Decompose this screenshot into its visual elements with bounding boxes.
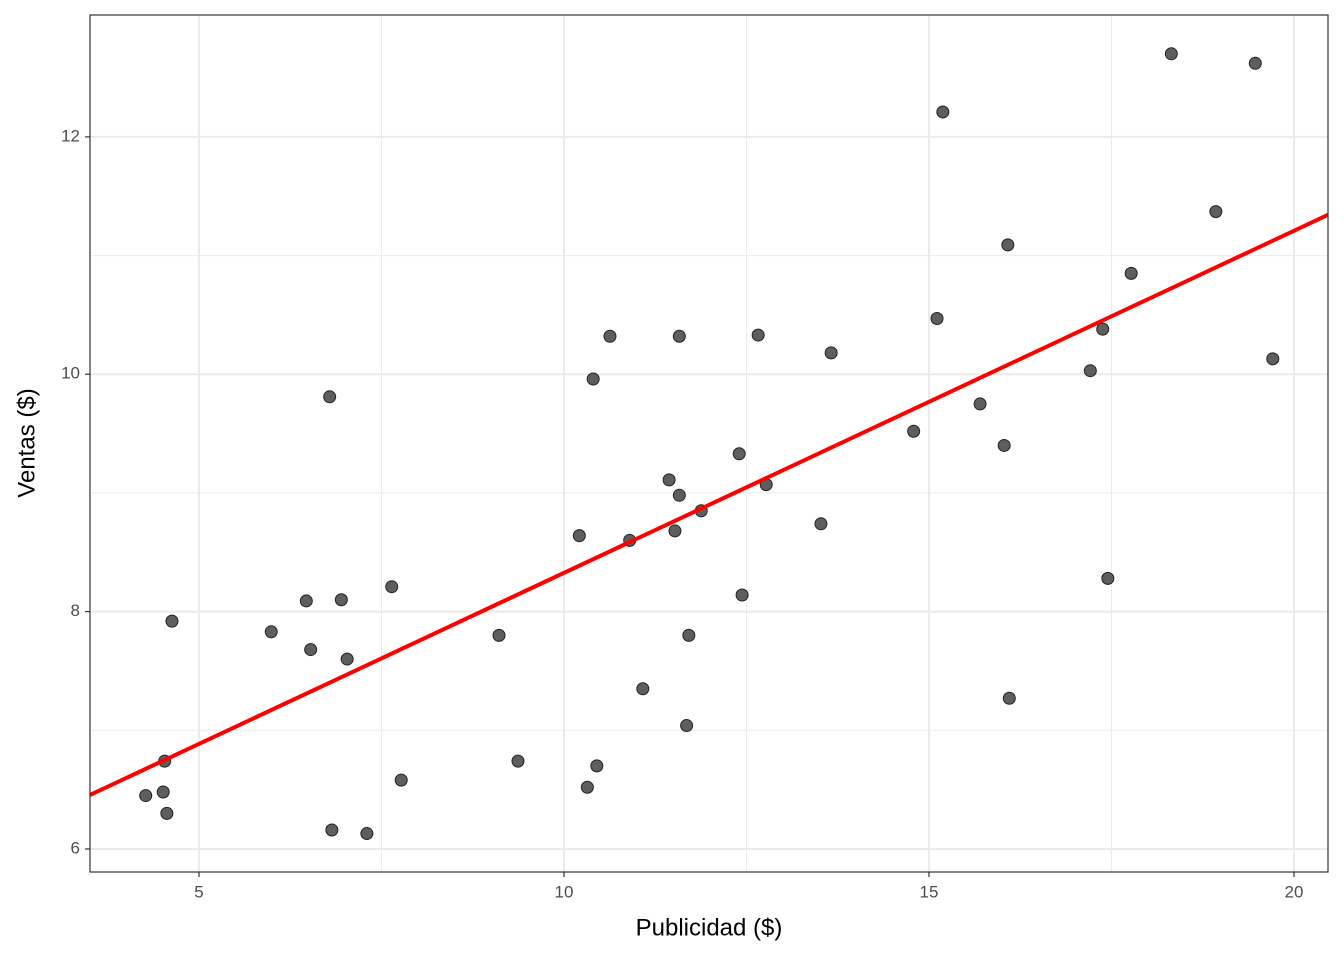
point xyxy=(1164,47,1178,61)
point xyxy=(394,773,408,787)
point xyxy=(936,105,950,119)
point xyxy=(580,780,594,794)
y-tick-label: 12 xyxy=(61,126,80,145)
point xyxy=(1083,364,1097,378)
point xyxy=(814,517,828,531)
regression-line xyxy=(89,213,1329,797)
point xyxy=(360,827,374,841)
point xyxy=(662,473,676,487)
point xyxy=(264,625,278,639)
point xyxy=(732,447,746,461)
point xyxy=(323,390,337,404)
panel-border xyxy=(89,14,1329,873)
x-tick-label: 20 xyxy=(1285,882,1304,901)
x-tick-label: 5 xyxy=(194,882,203,901)
y-tick-label: 10 xyxy=(61,364,80,383)
point xyxy=(385,580,399,594)
point xyxy=(824,346,838,360)
point xyxy=(603,329,617,343)
point xyxy=(492,628,506,642)
x-tick-label: 15 xyxy=(920,882,939,901)
point xyxy=(1001,238,1015,252)
point xyxy=(1124,266,1138,280)
point xyxy=(156,785,170,799)
point xyxy=(1096,322,1110,336)
point xyxy=(672,329,686,343)
point xyxy=(997,438,1011,452)
point xyxy=(334,593,348,607)
point xyxy=(160,806,174,820)
point xyxy=(340,652,354,666)
point xyxy=(735,588,749,602)
point xyxy=(586,372,600,386)
point xyxy=(672,488,686,502)
point xyxy=(682,628,696,642)
point xyxy=(1101,571,1115,585)
point xyxy=(636,682,650,696)
marks xyxy=(89,47,1329,841)
point xyxy=(139,789,153,803)
point xyxy=(1248,56,1262,70)
point xyxy=(299,594,313,608)
point xyxy=(668,524,682,538)
point xyxy=(511,754,525,768)
point xyxy=(680,719,694,733)
point xyxy=(973,397,987,411)
y-tick-label: 8 xyxy=(71,601,80,620)
grid xyxy=(90,15,1328,872)
y-tick-label: 6 xyxy=(71,838,80,857)
x-tick-label: 10 xyxy=(555,882,574,901)
point xyxy=(304,643,318,657)
point xyxy=(907,424,921,438)
point xyxy=(165,614,179,628)
point xyxy=(930,311,944,325)
point xyxy=(325,823,339,837)
x-axis-title: Publicidad ($) xyxy=(636,914,783,941)
y-axis-title: Ventas ($) xyxy=(13,388,40,497)
point xyxy=(572,529,586,543)
point xyxy=(1266,352,1280,366)
point xyxy=(751,328,765,342)
point xyxy=(1002,691,1016,705)
point xyxy=(1209,205,1223,219)
point xyxy=(590,759,604,773)
